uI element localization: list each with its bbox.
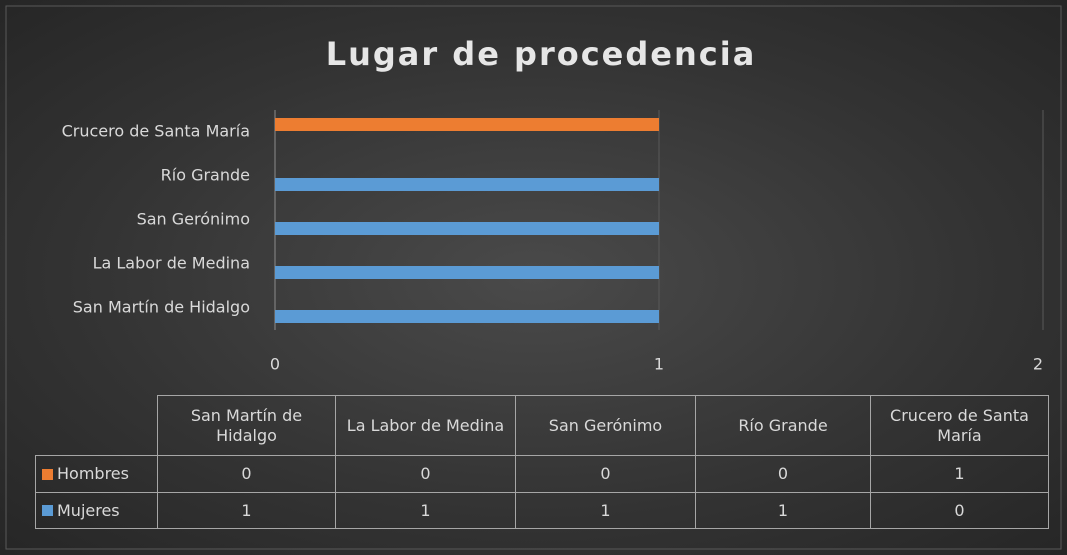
- x-tick-label: 0: [270, 355, 280, 374]
- chart-title: Lugar de procedencia: [326, 35, 757, 73]
- table-value: 1: [157, 492, 336, 529]
- table-value: 1: [515, 492, 696, 529]
- bar: [275, 266, 659, 279]
- bar: [275, 310, 659, 323]
- bar: [275, 222, 659, 235]
- bar: [275, 178, 659, 191]
- table-value: 0: [870, 492, 1049, 529]
- legend-entry: Mujeres: [35, 492, 158, 529]
- table-header: La Labor de Medina: [335, 395, 516, 456]
- x-tick-label: 2: [1033, 355, 1043, 374]
- table-header: Río Grande: [695, 395, 871, 456]
- table-header: San Gerónimo: [515, 395, 696, 456]
- y-tick-label: San Gerónimo: [137, 210, 250, 229]
- y-tick-label: San Martín de Hidalgo: [73, 298, 250, 317]
- y-tick-label: La Labor de Medina: [93, 254, 250, 273]
- y-tick-label: Crucero de Santa María: [62, 122, 250, 141]
- table-value: 1: [335, 492, 516, 529]
- legend-entry: Hombres: [35, 455, 158, 493]
- table-value: 1: [870, 455, 1049, 493]
- table-header: Crucero de Santa María: [870, 395, 1049, 456]
- legend-label: Mujeres: [57, 500, 120, 520]
- legend-key: [42, 468, 53, 480]
- legend-label: Hombres: [57, 464, 129, 484]
- table-value: 0: [695, 455, 871, 493]
- legend-key: [42, 505, 53, 516]
- table-value: 0: [157, 455, 336, 493]
- bar: [275, 118, 659, 131]
- table-value: 0: [335, 455, 516, 493]
- table-value: 0: [515, 455, 696, 493]
- table-header: San Martín de Hidalgo: [157, 395, 336, 456]
- table-value: 1: [695, 492, 871, 529]
- x-tick-label: 1: [654, 355, 664, 374]
- y-tick-label: Río Grande: [161, 166, 250, 185]
- chart-border: [5, 5, 1062, 550]
